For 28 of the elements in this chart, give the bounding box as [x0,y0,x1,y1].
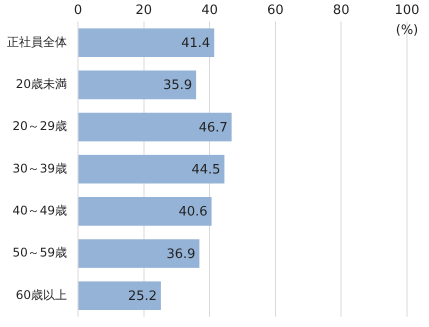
data-label: 40.6 [178,204,208,220]
data-label: 41.4 [181,36,210,52]
data-label: 25.2 [128,289,157,304]
data-label: 46.7 [198,120,228,136]
y-tick-label: 20～29歳 [12,119,67,134]
x-tick-label: 100 [394,3,420,18]
bar [78,197,212,226]
data-label: 44.5 [191,162,220,178]
bar [78,70,196,100]
x-tick-label: 0 [74,3,82,18]
y-tick-label: 60歳以上 [16,288,67,302]
bar [78,281,161,310]
x-tick-label: 60 [267,3,284,18]
x-tick-label: 40 [201,3,218,18]
bar [78,112,232,142]
x-axis-title: (%) [396,22,418,38]
bar [78,239,200,268]
data-label: 36.9 [166,246,196,262]
x-tick-label: 20 [136,3,152,18]
y-tick-label: 20歳未満 [16,76,67,91]
bar [78,28,214,58]
data-label: 35.9 [163,78,192,94]
y-tick-label: 40～49歳 [12,203,67,218]
y-tick-label: 正社員全体 [7,34,67,49]
y-tick-label: 30～39歳 [12,161,67,176]
bar [78,154,224,184]
y-tick-label: 50～59歳 [12,246,67,260]
x-tick-label: 80 [332,3,350,18]
